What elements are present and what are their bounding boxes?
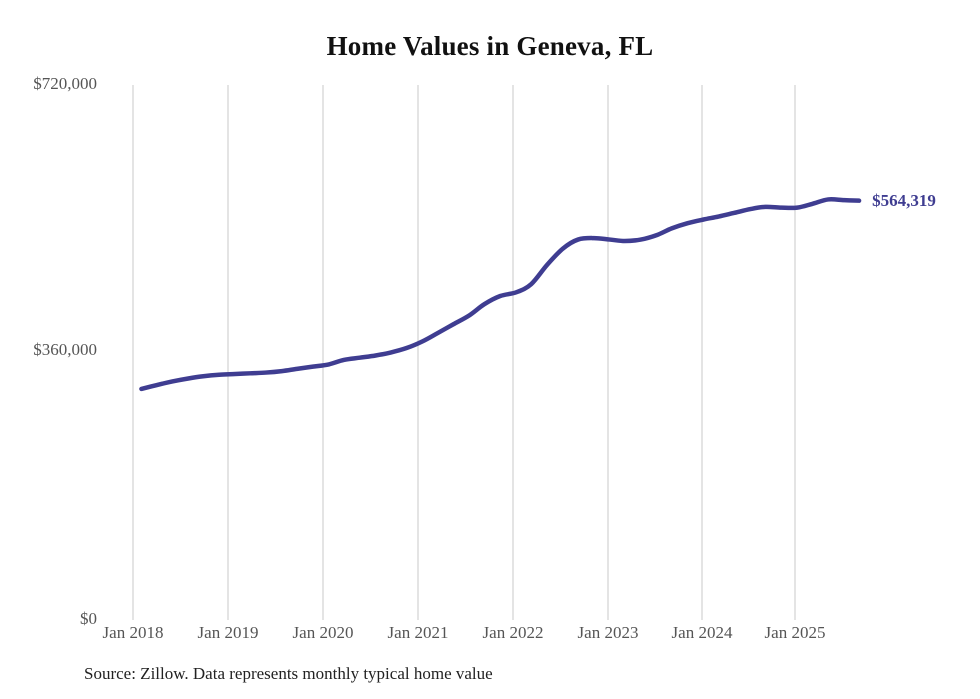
y-axis-tick-label: $360,000: [33, 340, 97, 359]
source-note: Source: Zillow. Data represents monthly …: [84, 664, 493, 683]
x-axis-tick-label: Jan 2022: [482, 623, 544, 642]
x-axis-tick-label: Jan 2023: [577, 623, 639, 642]
y-axis-tick-label: $0: [80, 609, 97, 628]
gridlines: [132, 85, 796, 620]
x-axis-tick-label: Jan 2025: [764, 623, 826, 642]
x-axis-tick-label: Jan 2021: [387, 623, 449, 642]
x-axis-tick-label: Jan 2018: [102, 623, 164, 642]
x-axis-tick-label: Jan 2024: [671, 623, 733, 642]
data-series-group: [139, 197, 862, 392]
series-line: [139, 197, 862, 392]
x-axis-tick-label: Jan 2019: [197, 623, 259, 642]
y-axis-tick-label: $720,000: [33, 74, 97, 93]
x-axis-tick-label: Jan 2020: [292, 623, 354, 642]
series-end-value-label: $564,319: [872, 190, 936, 210]
chart-title: Home Values in Geneva, FL: [326, 31, 654, 61]
